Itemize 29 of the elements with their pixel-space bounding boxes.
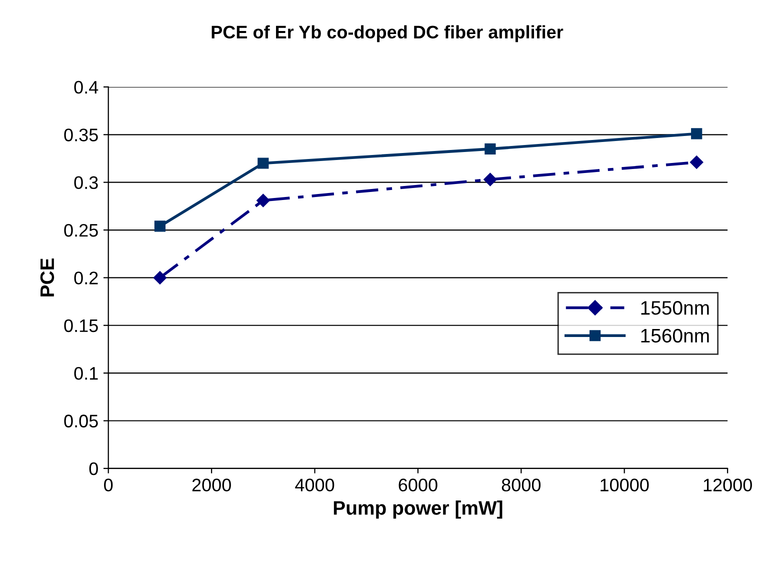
x-tick-label: 10000 [600, 478, 649, 492]
y-tick-label: 0 [89, 462, 98, 476]
x-tick-label: 12000 [704, 478, 752, 492]
point [484, 143, 496, 154]
y-tick-label: 0.3 [74, 176, 98, 190]
legend-label: 1550nm [641, 301, 709, 315]
y-tick-label: 0.25 [64, 224, 98, 237]
x-tick-label: 4000 [295, 478, 334, 492]
legend-label: 1560nm [641, 328, 709, 343]
point [691, 128, 702, 140]
y-axis-title: PCE [40, 258, 54, 296]
point [153, 271, 167, 284]
x-tick-label: 6000 [398, 478, 438, 492]
x-axis-title: Pump power [mW] [334, 500, 502, 519]
chart-title: PCE of Er Yb co-doped DC fiber amplifier [212, 25, 564, 42]
y-tick-label: 0.2 [74, 272, 98, 284]
point [258, 158, 269, 169]
y-tick-label: 0.1 [74, 367, 98, 380]
y-tick-label: 0.4 [74, 80, 98, 94]
y-tick-label: 0.05 [64, 414, 98, 428]
point [484, 172, 497, 186]
y-tick-label: 0.15 [64, 319, 98, 332]
point [690, 156, 704, 169]
x-tick-label: 2000 [192, 478, 231, 492]
y-tick-label: 0.35 [64, 128, 98, 142]
x-tick-label: 8000 [502, 478, 541, 492]
point [154, 220, 166, 232]
x-tick-label: 0 [104, 478, 113, 492]
point [256, 194, 270, 208]
